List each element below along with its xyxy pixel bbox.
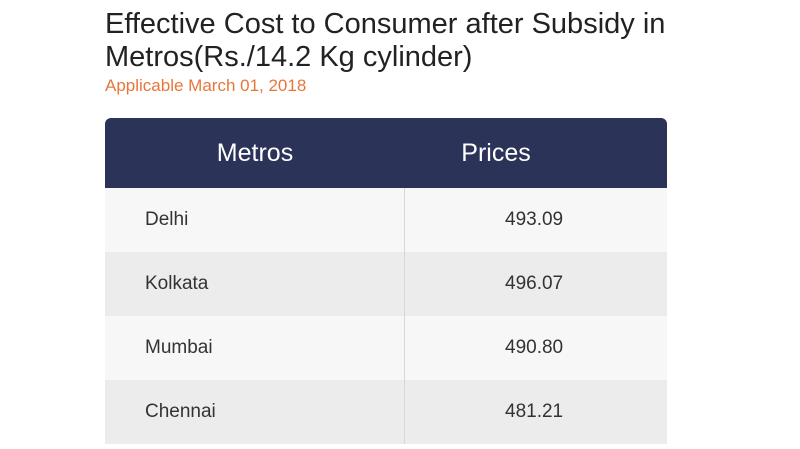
table-body: Delhi 493.09 Kolkata 496.07 Mumbai 490.80 Chen… — [105, 188, 667, 444]
column-header: Prices — [461, 138, 531, 167]
table-header: Metros Prices — [105, 118, 667, 188]
price-cell: 490.80 — [505, 337, 564, 358]
table-row: Chennai 481.21 — [105, 380, 667, 444]
subtitle: Applicable March 01, 2018 — [105, 76, 307, 95]
metro-cell: Kolkata — [105, 252, 405, 316]
price-cell: 496.07 — [505, 273, 564, 294]
table-row: Kolkata 496.07 — [105, 252, 667, 316]
table-row: Mumbai 490.80 — [105, 316, 667, 380]
metro-cell: Mumbai — [105, 316, 405, 380]
price-table: Metros Prices Delhi 493.09 Kolkata 496.07 Mumb… — [105, 118, 667, 444]
column-header: Metros — [216, 138, 294, 167]
metro-cell: Chennai — [105, 380, 405, 444]
metro-cell: Delhi — [105, 188, 405, 252]
price-cell: 493.09 — [505, 209, 564, 230]
price-cell: 481.21 — [505, 401, 564, 422]
title: Effective Cost to Consumer after Subsidy… — [105, 8, 666, 73]
table-row: Delhi 493.09 — [105, 188, 667, 252]
